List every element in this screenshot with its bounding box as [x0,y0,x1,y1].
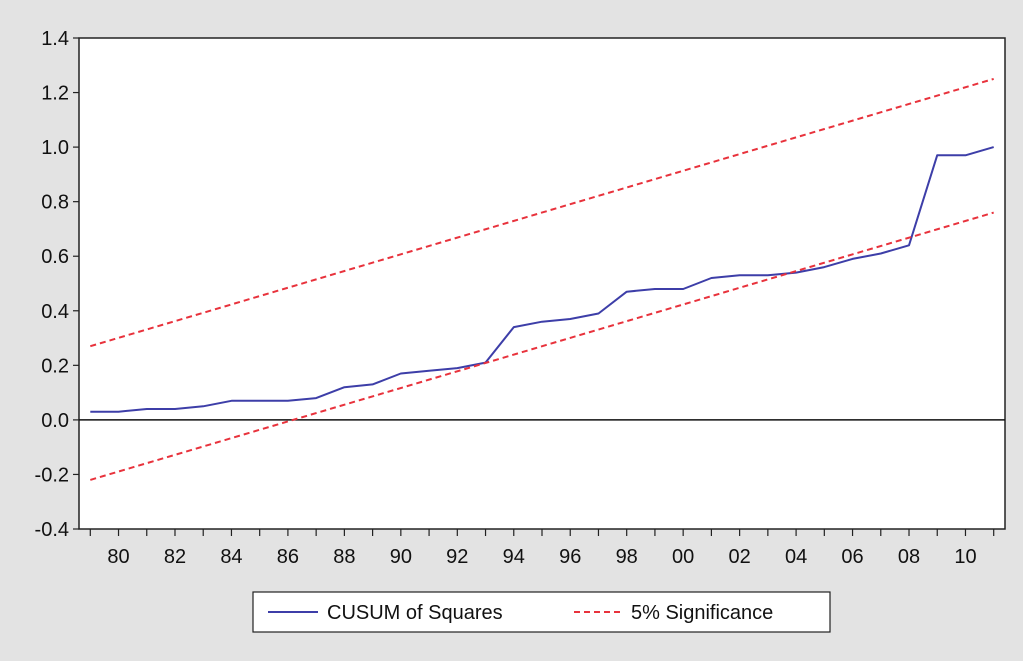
legend-box [252,591,831,633]
series-group [90,77,994,481]
y-tick-label: 0.6 [41,246,69,268]
x-tick-label: 92 [446,546,468,568]
legend-label-cusum: CUSUM of Squares [327,602,503,624]
upper-significance-line [90,77,994,348]
x-tick-label: 82 [164,546,186,568]
x-tick-label: 00 [672,546,694,568]
x-tick-label: 80 [107,546,129,568]
y-tick-label: 0.2 [41,355,69,377]
x-tick-label: 06 [841,546,863,568]
y-tick-label: -0.4 [35,519,69,541]
legend: CUSUM of Squares 5% Significance [252,591,831,633]
x-tick-label: 08 [898,546,920,568]
legend-label-significance: 5% Significance [631,602,773,624]
y-tick-label: 1.0 [41,137,69,159]
x-tick-label: 02 [728,546,750,568]
cusum-squares-line [90,146,994,413]
y-tick-label: 0.4 [41,301,69,323]
y-tick-label: 0.0 [41,410,69,432]
x-axis: 80 82 84 86 88 90 92 94 96 98 00 02 04 06 08 10 [89,529,995,568]
lower-significance-line [90,211,994,481]
y-tick-label: -0.2 [35,464,69,486]
x-tick-label: 96 [559,546,581,568]
plot-area [78,37,1006,530]
x-tick-label: 94 [503,546,525,568]
x-tick-label: 84 [220,546,242,568]
y-tick-label: 1.2 [41,83,69,105]
x-tick-label: 88 [333,546,355,568]
x-tick-label: 98 [616,546,638,568]
x-tick-label: 10 [954,546,976,568]
x-tick-label: 90 [390,546,412,568]
y-tick-label: 1.4 [41,28,69,50]
x-tick-label: 86 [277,546,299,568]
y-tick-label: 0.8 [41,192,69,214]
y-axis: -0.4 -0.2 0.0 0.2 0.4 0.6 0.8 1.0 1.2 1.4 [35,28,79,541]
x-tick-label: 04 [785,546,807,568]
